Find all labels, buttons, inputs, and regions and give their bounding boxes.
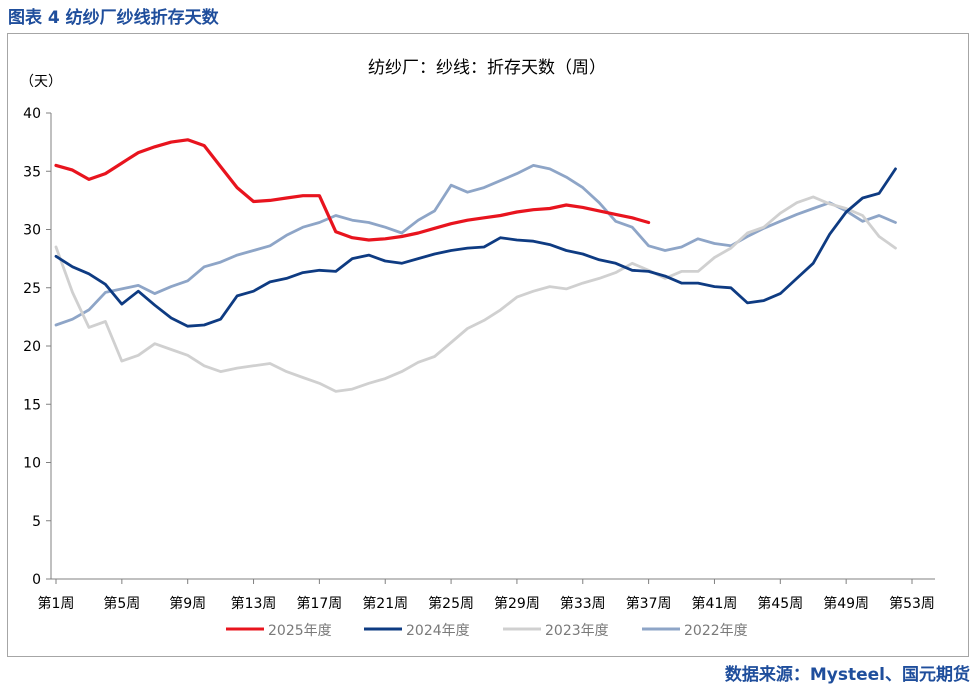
source-note: 数据来源：Mysteel、国元期货 — [724, 665, 970, 685]
x-tick-label: 第13周 — [231, 595, 277, 612]
y-tick-label: 35 — [23, 164, 41, 180]
y-tick-label: 20 — [23, 339, 41, 355]
legend: 2025年度 2024年度 2023年度 2022年度 — [226, 623, 748, 639]
x-tick-label: 第17周 — [296, 595, 342, 612]
y-tick-label: 40 — [23, 106, 41, 122]
x-tick-label: 第53周 — [889, 595, 935, 612]
x-tick-label: 第33周 — [560, 595, 606, 612]
y-tick-label: 15 — [23, 397, 41, 413]
x-tick-label: 第5周 — [103, 595, 140, 612]
series-line-2022年度 — [54, 163, 897, 327]
series-line-2024年度 — [54, 167, 897, 328]
legend-label: 2024年度 — [406, 623, 470, 639]
x-tick-label: 第49周 — [823, 595, 869, 612]
y-axis-unit-label: （天） — [20, 74, 62, 90]
x-tick-label: 第41周 — [692, 595, 738, 612]
x-tick-label: 第9周 — [169, 595, 206, 612]
legend-label: 2023年度 — [545, 623, 609, 639]
x-tick-label: 第21周 — [362, 595, 408, 612]
series-lines — [54, 138, 897, 393]
series-line-2025年度 — [54, 138, 651, 242]
y-tick-label: 5 — [32, 514, 41, 530]
x-tick-label: 第25周 — [428, 595, 474, 612]
y-tick-label: 10 — [23, 456, 41, 472]
series-line-2023年度 — [54, 195, 897, 393]
legend-label: 2022年度 — [684, 623, 748, 639]
x-tick-label: 第1周 — [38, 595, 75, 612]
x-tick-label: 第45周 — [757, 595, 803, 612]
x-tick-label: 第29周 — [494, 595, 540, 612]
y-tick-label: 30 — [23, 223, 41, 239]
x-tick-label: 第37周 — [626, 595, 672, 612]
y-tick-label: 0 — [32, 572, 41, 588]
chart-title: 纺纱厂：纱线：折存天数（周） — [368, 58, 606, 78]
axes: 0 5 10 15 20 25 30 35 40 第1周 第5周 第9周 第13周 第17周 第21周 第25… — [23, 106, 935, 612]
legend-label: 2025年度 — [268, 623, 332, 639]
y-tick-label: 25 — [23, 281, 41, 297]
chart-frame — [7, 33, 969, 657]
figure-caption: 图表 4 纺纱厂纱线折存天数 — [8, 8, 219, 28]
